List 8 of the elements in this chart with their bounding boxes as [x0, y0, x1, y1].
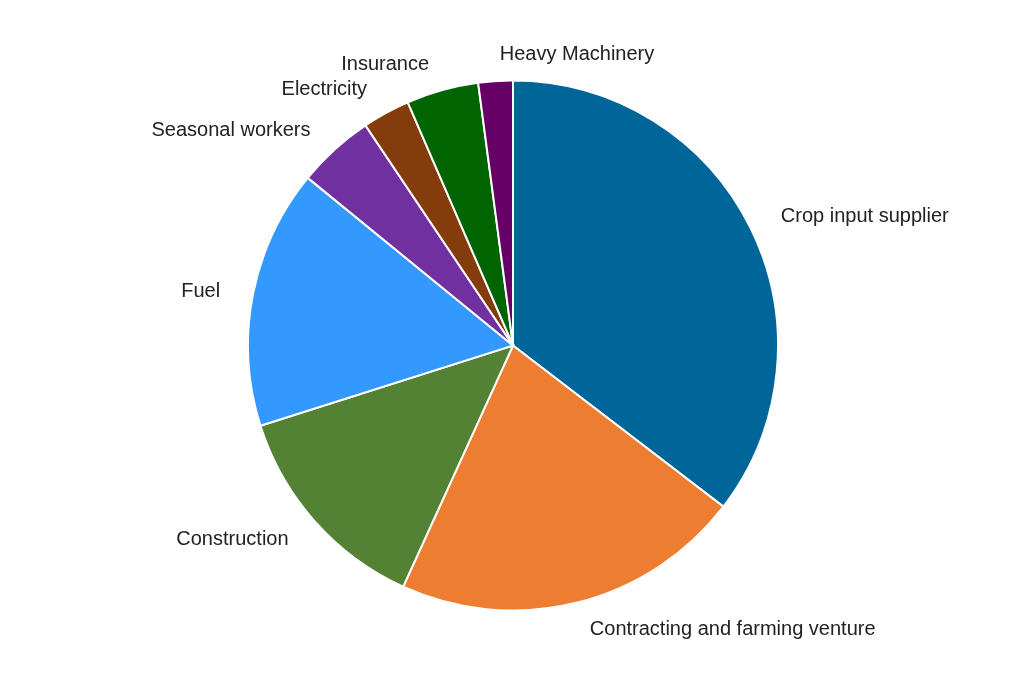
slice-label: Contracting and farming venture: [589, 616, 876, 639]
slice-label: Crop input supplier: [780, 204, 950, 227]
slice-label: Fuel: [181, 278, 221, 301]
slice-label: Heavy Machinery: [499, 42, 655, 65]
slice-label: Construction: [176, 527, 289, 550]
slice-label: Insurance: [341, 52, 430, 75]
slice-label: Seasonal workers: [151, 117, 311, 140]
slice-label: Electricity: [281, 77, 368, 100]
